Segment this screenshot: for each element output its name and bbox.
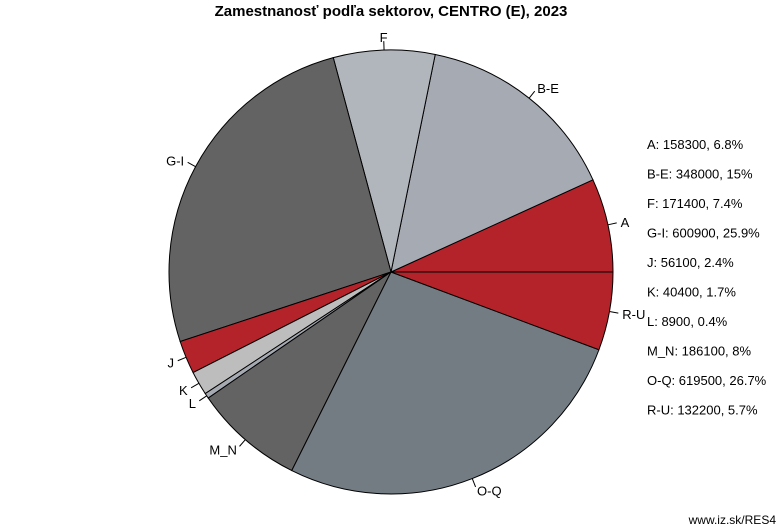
legend-item-r-u: R-U: 132200, 5.7% <box>647 403 758 418</box>
slice-label-tick-k <box>190 382 200 389</box>
legend-item-o-q: O-Q: 619500, 26.7% <box>647 373 767 388</box>
legend: A: 158300, 6.8% B-E: 348000, 15% F: 171400… <box>647 137 767 418</box>
slice-label-tick-m-n <box>239 439 246 447</box>
slice-label-b-e: B-E <box>537 81 559 96</box>
pie-slice-m-n <box>207 271 392 472</box>
pie-slice-g-i <box>168 57 392 343</box>
slice-label-tick-j <box>177 356 187 362</box>
legend-item-f: F: 171400, 7.4% <box>647 196 743 211</box>
pie-slice-labels: A B-E F G-I JKL M_N O-Q R-U <box>166 30 645 499</box>
chart-title: Zamestnanosť podľa sektorov, CENTRO (E),… <box>215 3 568 20</box>
slice-label-f: F <box>380 30 388 45</box>
legend-item-m-n: M_N: 186100, 8% <box>647 344 752 359</box>
legend-item-a: A: 158300, 6.8% <box>647 137 744 152</box>
slice-label-j: J <box>168 355 175 370</box>
slice-label-l: L <box>189 396 196 411</box>
legend-item-b-e: B-E: 348000, 15% <box>647 167 753 182</box>
slice-label-tick-g-i <box>187 161 196 168</box>
slice-label-tick-o-q <box>471 478 477 488</box>
slice-label-m-n: M_N <box>209 442 236 457</box>
slice-label-tick-r-u <box>609 311 619 314</box>
legend-item-j: J: 56100, 2.4% <box>647 255 734 270</box>
slice-label-r-u: R-U <box>622 307 645 322</box>
slice-label-g-i: G-I <box>166 153 184 168</box>
slice-label-tick-a <box>607 222 617 226</box>
pie-slices <box>168 49 614 495</box>
legend-item-g-i: G-I: 600900, 25.9% <box>647 226 760 241</box>
pie-slice-f <box>332 49 436 273</box>
pie-slice-r-u <box>390 271 614 351</box>
pie-slice-o-q <box>291 271 600 495</box>
source-footer: www.iz.sk/RES4 <box>688 513 777 527</box>
slice-label-a: A <box>621 215 630 230</box>
slice-label-tick-l <box>198 395 208 402</box>
slice-label-o-q: O-Q <box>477 484 502 499</box>
slice-label-k: K <box>179 383 188 398</box>
slice-label-tick-b-e <box>528 90 536 99</box>
legend-item-k: K: 40400, 1.7% <box>647 285 736 300</box>
legend-item-l: L: 8900, 0.4% <box>647 314 728 329</box>
pie-slice-b-e <box>390 53 594 273</box>
